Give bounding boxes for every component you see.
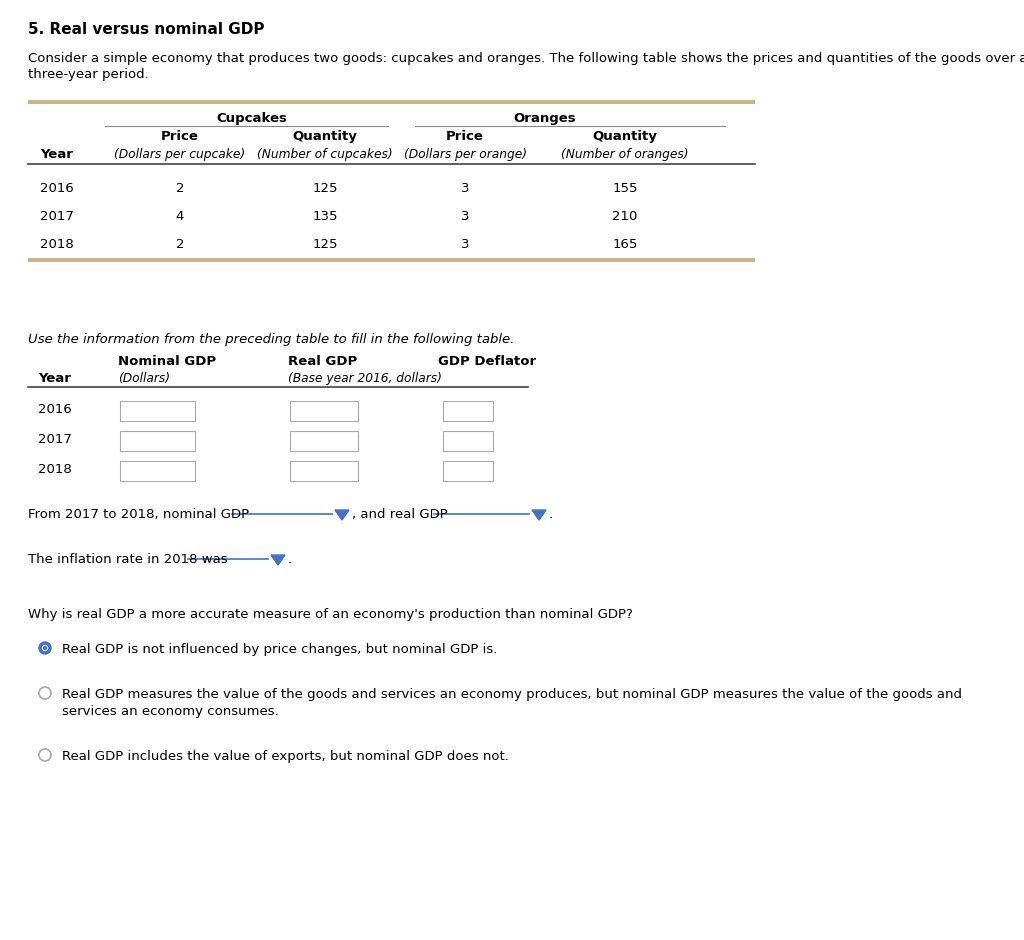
Text: Cupcakes: Cupcakes [216, 112, 288, 125]
Bar [443, 461, 493, 481]
Circle shape [39, 642, 51, 654]
Text: Real GDP is not influenced by price changes, but nominal GDP is.: Real GDP is not influenced by price chan… [62, 643, 498, 656]
Circle shape [39, 687, 51, 699]
Text: 2: 2 [176, 238, 184, 251]
Bar [28, 100, 755, 104]
Circle shape [39, 749, 51, 761]
Text: From 2017 to 2018, nominal GDP: From 2017 to 2018, nominal GDP [28, 508, 249, 521]
Text: 125: 125 [312, 182, 338, 195]
Bar [443, 401, 493, 421]
Text: Real GDP measures the value of the goods and services an economy produces, but n: Real GDP measures the value of the goods… [62, 688, 962, 701]
Text: Oranges: Oranges [514, 112, 577, 125]
Bar [28, 258, 755, 262]
Text: The inflation rate in 2018 was: The inflation rate in 2018 was [28, 553, 227, 566]
Circle shape [43, 646, 47, 650]
Text: (Dollars per cupcake): (Dollars per cupcake) [115, 148, 246, 161]
Text: Why is real GDP a more accurate measure of an economy's production than nominal : Why is real GDP a more accurate measure … [28, 608, 633, 621]
Text: Price: Price [446, 130, 484, 143]
Text: 5. Real versus nominal GDP: 5. Real versus nominal GDP [28, 22, 264, 37]
Text: Use the information from the preceding table to fill in the following table.: Use the information from the preceding t… [28, 333, 514, 346]
Text: 3: 3 [461, 210, 469, 223]
Polygon shape [271, 555, 285, 565]
Text: 165: 165 [612, 238, 638, 251]
Polygon shape [335, 510, 349, 520]
Circle shape [43, 647, 46, 650]
Text: 2017: 2017 [40, 210, 74, 223]
Text: 210: 210 [612, 210, 638, 223]
Text: , and real GDP: , and real GDP [352, 508, 447, 521]
Bar [120, 401, 195, 421]
Text: services an economy consumes.: services an economy consumes. [62, 705, 279, 718]
Bar [290, 461, 358, 481]
Text: Quantity: Quantity [593, 130, 657, 143]
Text: 3: 3 [461, 182, 469, 195]
Text: Year: Year [38, 372, 71, 385]
Text: 2018: 2018 [40, 238, 74, 251]
Text: 4: 4 [176, 210, 184, 223]
Text: (Base year 2016, dollars): (Base year 2016, dollars) [288, 372, 442, 385]
Polygon shape [532, 510, 546, 520]
Text: Nominal GDP: Nominal GDP [118, 355, 216, 368]
Text: (Dollars): (Dollars) [118, 372, 170, 385]
Bar [120, 431, 195, 451]
Text: 2017: 2017 [38, 433, 72, 446]
Text: 2016: 2016 [38, 403, 72, 416]
Text: 2016: 2016 [40, 182, 74, 195]
Text: Real GDP includes the value of exports, but nominal GDP does not.: Real GDP includes the value of exports, … [62, 750, 509, 763]
Text: Consider a simple economy that produces two goods: cupcakes and oranges. The fol: Consider a simple economy that produces … [28, 52, 1024, 65]
Text: 2018: 2018 [38, 463, 72, 476]
Bar [290, 431, 358, 451]
Text: 2: 2 [176, 182, 184, 195]
Text: .: . [549, 508, 553, 521]
Text: .: . [288, 553, 292, 566]
Text: (Dollars per orange): (Dollars per orange) [403, 148, 526, 161]
Text: 135: 135 [312, 210, 338, 223]
Text: (Number of oranges): (Number of oranges) [561, 148, 689, 161]
Bar [443, 431, 493, 451]
Text: 125: 125 [312, 238, 338, 251]
Text: 3: 3 [461, 238, 469, 251]
Text: Year: Year [40, 148, 73, 161]
Text: 155: 155 [612, 182, 638, 195]
Text: (Number of cupcakes): (Number of cupcakes) [257, 148, 393, 161]
Text: Price: Price [161, 130, 199, 143]
Text: Quantity: Quantity [293, 130, 357, 143]
Text: GDP Deflator: GDP Deflator [438, 355, 537, 368]
Text: three-year period.: three-year period. [28, 68, 148, 81]
Text: Real GDP: Real GDP [288, 355, 357, 368]
Bar [290, 401, 358, 421]
Bar [120, 461, 195, 481]
